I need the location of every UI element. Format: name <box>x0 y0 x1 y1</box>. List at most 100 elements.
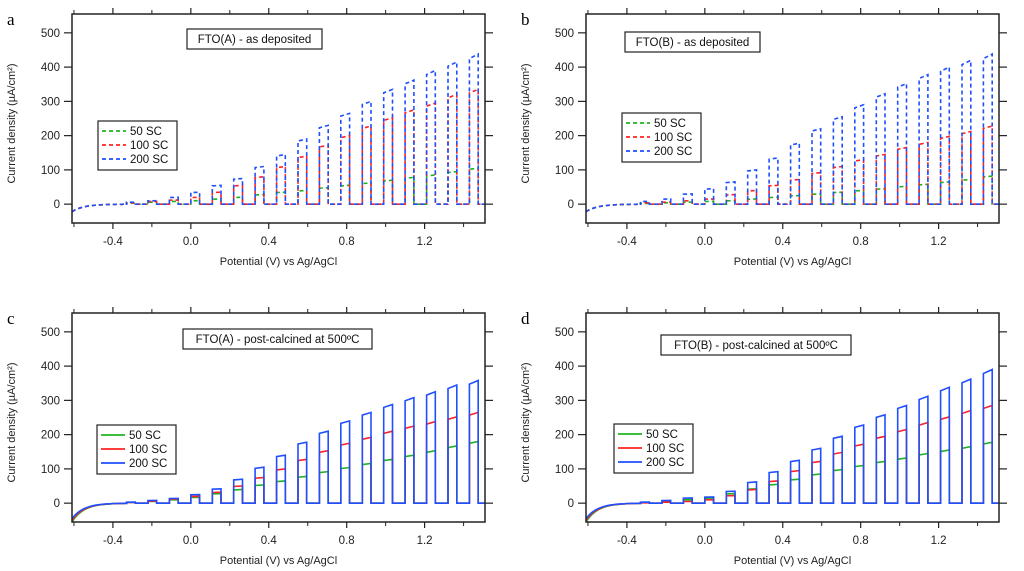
x-tick-label: 0.4 <box>775 236 792 248</box>
x-tick-label: 0.0 <box>697 236 713 248</box>
y-axis-title: Current density (µA/cm²) <box>520 362 532 482</box>
x-tick-label: 1.2 <box>931 236 947 248</box>
x-tick-label: 0.4 <box>261 236 278 248</box>
x-tick-label: 0.4 <box>775 535 792 547</box>
y-tick-label: 200 <box>555 131 574 143</box>
legend: 50 SC 100 SC 200 SC <box>97 120 178 171</box>
y-tick-label: 500 <box>41 327 60 339</box>
x-tick-label: 0.8 <box>853 535 869 547</box>
x-tick-label: -0.4 <box>103 535 123 547</box>
series-line-200-sc <box>586 52 999 213</box>
legend-label: 200 SC <box>130 154 168 166</box>
legend-label: 100 SC <box>130 140 168 152</box>
x-axis-title: Potential (V) vs Ag/AgCl <box>220 256 337 268</box>
series-line-50-sc <box>72 167 485 213</box>
series-line-200-sc <box>72 379 485 520</box>
annotation-text: FTO(B) - post-calcined at 500ºC <box>674 340 838 352</box>
y-tick-label: 300 <box>41 96 60 108</box>
panel-label: b <box>521 10 530 29</box>
series-line-200-sc <box>586 368 999 520</box>
plot-frame <box>585 13 1000 224</box>
plot-area <box>72 379 485 522</box>
plot-area <box>586 52 999 213</box>
plot-area <box>586 368 999 522</box>
panel-label: c <box>7 309 15 328</box>
chart-panel-a: -0.4 0.0 0.4 0.8 1.2 0 100 200 300 400 500 Potentia… <box>6 8 493 268</box>
y-axis-title: Current density (µA/cm²) <box>6 362 18 482</box>
y-tick-label: 100 <box>41 165 60 177</box>
x-tick-label: 0.8 <box>339 535 355 547</box>
y-tick-label: 500 <box>41 28 60 40</box>
y-tick-label: 400 <box>555 361 574 373</box>
legend-label: 100 SC <box>654 132 692 144</box>
y-tick-label: 300 <box>555 96 574 108</box>
annotation-box <box>182 328 373 350</box>
y-tick-label: 400 <box>41 361 60 373</box>
x-axis-title: Potential (V) vs Ag/AgCl <box>220 555 337 567</box>
legend-label: 200 SC <box>129 458 167 470</box>
y-tick-label: 300 <box>41 395 60 407</box>
legend-label: 100 SC <box>646 443 684 455</box>
plot-frame <box>71 312 486 523</box>
chart-panel-b: -0.4 0.0 0.4 0.8 1.2 0 100 200 300 400 500 Potentia… <box>520 8 1007 268</box>
x-tick-label: 0.0 <box>697 535 713 547</box>
panel-label: a <box>7 10 15 29</box>
x-tick-label: -0.4 <box>617 535 637 547</box>
annotation-text: FTO(A) - post-calcined at 500ºC <box>196 334 360 346</box>
y-tick-label: 0 <box>568 199 574 211</box>
x-tick-label: -0.4 <box>103 236 123 248</box>
x-axis-title: Potential (V) vs Ag/AgCl <box>734 256 851 268</box>
y-tick-label: 100 <box>555 464 574 476</box>
y-tick-label: 200 <box>555 430 574 442</box>
annotation-text: FTO(B) - as deposited <box>636 37 750 49</box>
annotation-box <box>624 31 761 53</box>
series-line-200-sc <box>72 52 485 213</box>
annotation-box <box>186 28 323 50</box>
chart-panel-c: -0.4 0.0 0.4 0.8 1.2 0 100 200 300 400 500 Potentia… <box>6 307 493 567</box>
plot-frame <box>585 312 1000 523</box>
x-axis-title: Potential (V) vs Ag/AgCl <box>734 555 851 567</box>
plot-frame <box>71 13 486 224</box>
y-axis-title: Current density (µA/cm²) <box>520 63 532 183</box>
plot-area <box>72 52 485 213</box>
legend-label: 50 SC <box>646 429 678 441</box>
x-tick-label: 1.2 <box>417 535 433 547</box>
y-tick-label: 400 <box>41 62 60 74</box>
chart-panel-d: -0.4 0.0 0.4 0.8 1.2 0 100 200 300 400 500 Potentia… <box>520 307 1007 567</box>
x-tick-label: 0.8 <box>853 236 869 248</box>
y-tick-label: 500 <box>555 28 574 40</box>
x-tick-label: 0.0 <box>183 535 199 547</box>
legend-label: 200 SC <box>654 146 692 158</box>
panel-label: d <box>521 309 530 328</box>
x-tick-label: 1.2 <box>417 236 433 248</box>
x-tick-label: 0.0 <box>183 236 199 248</box>
y-tick-label: 0 <box>54 498 60 510</box>
legend: 50 SC 100 SC 200 SC <box>96 424 177 475</box>
x-tick-label: 0.4 <box>261 535 278 547</box>
y-tick-label: 0 <box>568 498 574 510</box>
y-tick-label: 300 <box>555 395 574 407</box>
y-axis-title: Current density (µA/cm²) <box>6 63 18 183</box>
legend: 50 SC 100 SC 200 SC <box>613 423 694 474</box>
legend: 50 SC 100 SC 200 SC <box>621 112 702 163</box>
x-tick-label: -0.4 <box>617 236 637 248</box>
legend-label: 50 SC <box>130 126 162 138</box>
y-tick-label: 100 <box>555 165 574 177</box>
y-tick-label: 200 <box>41 430 60 442</box>
legend-label: 50 SC <box>129 430 161 442</box>
x-tick-label: 1.2 <box>931 535 947 547</box>
y-tick-label: 500 <box>555 327 574 339</box>
y-tick-label: 0 <box>54 199 60 211</box>
legend-label: 50 SC <box>654 118 686 130</box>
legend-label: 200 SC <box>646 457 684 469</box>
y-tick-label: 100 <box>41 464 60 476</box>
x-tick-label: 0.8 <box>339 236 355 248</box>
annotation-text: FTO(A) - as deposited <box>198 34 312 46</box>
legend-label: 100 SC <box>129 444 167 456</box>
series-line-100-sc <box>586 124 999 213</box>
y-tick-label: 400 <box>555 62 574 74</box>
series-line-50-sc <box>586 175 999 213</box>
y-tick-label: 200 <box>41 131 60 143</box>
annotation-box <box>660 334 852 356</box>
